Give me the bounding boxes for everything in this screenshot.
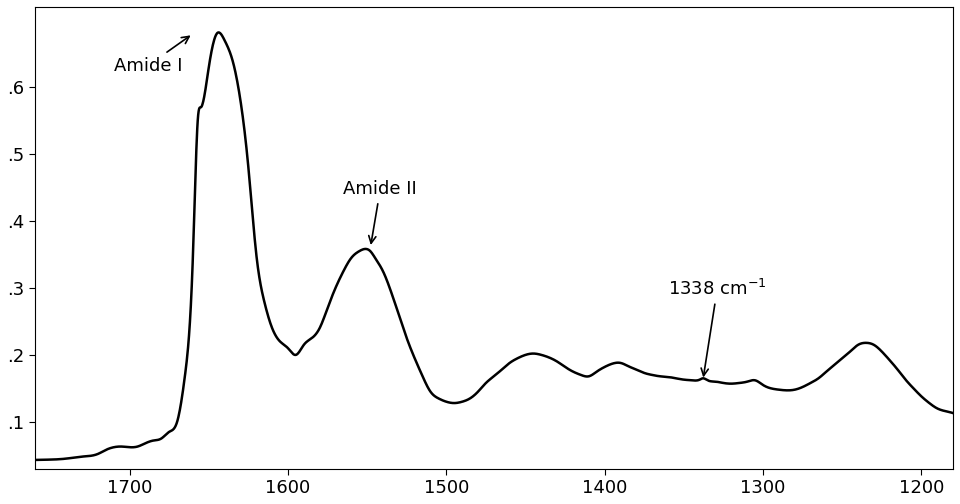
Text: 1338 cm$^{-1}$: 1338 cm$^{-1}$ <box>668 279 767 375</box>
Text: Amide I: Amide I <box>114 36 189 75</box>
Text: Amide II: Amide II <box>344 180 418 243</box>
